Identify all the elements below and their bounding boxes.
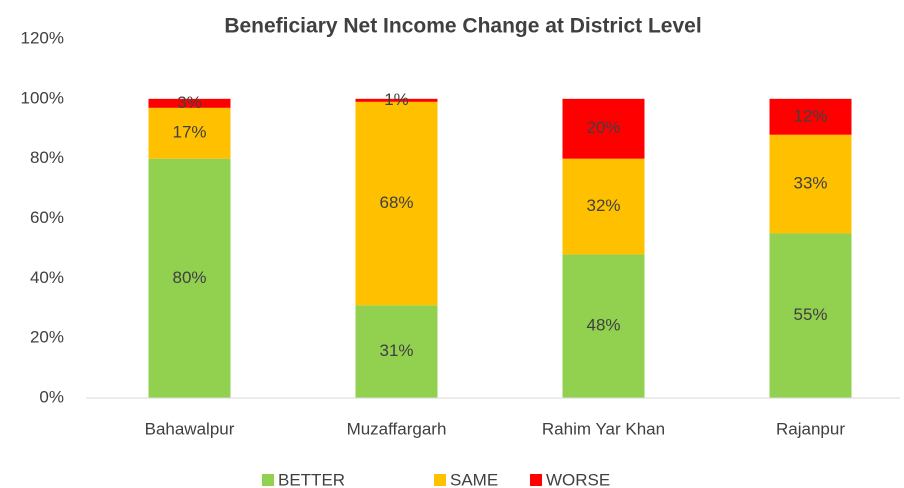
y-tick-label: 80% — [30, 148, 64, 167]
legend-swatch — [530, 474, 542, 486]
data-label: 31% — [379, 341, 413, 360]
bar-segment — [148, 107, 231, 159]
data-label: 48% — [586, 316, 620, 335]
bar-segment — [355, 101, 438, 306]
legend-label: BETTER — [278, 470, 345, 488]
x-tick-label: Muzaffargarh — [347, 419, 447, 438]
data-label: 80% — [172, 268, 206, 287]
legend-swatch — [434, 474, 446, 486]
x-tick-label: Bahawalpur — [145, 419, 235, 438]
bar-segment — [769, 233, 852, 398]
bar-segment — [148, 98, 231, 108]
y-tick-label: 120% — [21, 28, 64, 47]
x-tick-label: Rahim Yar Khan — [542, 419, 665, 438]
legend-swatch — [262, 474, 274, 486]
y-tick-label: 40% — [30, 268, 64, 287]
bar-segment — [769, 134, 852, 234]
data-label: 32% — [586, 196, 620, 215]
data-label: 17% — [172, 123, 206, 142]
y-tick-label: 60% — [30, 208, 64, 227]
data-label: 12% — [793, 106, 827, 125]
bar-segment — [355, 98, 438, 102]
legend-label: WORSE — [546, 470, 610, 488]
data-label: 55% — [793, 305, 827, 324]
data-label: 20% — [586, 118, 620, 137]
data-label: 68% — [379, 193, 413, 212]
y-tick-label: 20% — [30, 328, 64, 347]
bar-segment — [355, 305, 438, 398]
bar-segment — [769, 98, 852, 135]
bar-segment — [562, 254, 645, 398]
bar-segment — [562, 158, 645, 255]
bar-segment — [148, 158, 231, 398]
data-label: 33% — [793, 174, 827, 193]
y-tick-label: 0% — [39, 387, 64, 406]
data-label: 3% — [177, 93, 202, 112]
data-label: 1% — [384, 90, 409, 109]
legend-label: SAME — [450, 470, 498, 488]
bar-segment — [562, 98, 645, 159]
chart-title: Beneficiary Net Income Change at Distric… — [224, 15, 701, 38]
y-tick-label: 100% — [21, 88, 64, 107]
x-tick-label: Rajanpur — [776, 419, 845, 438]
